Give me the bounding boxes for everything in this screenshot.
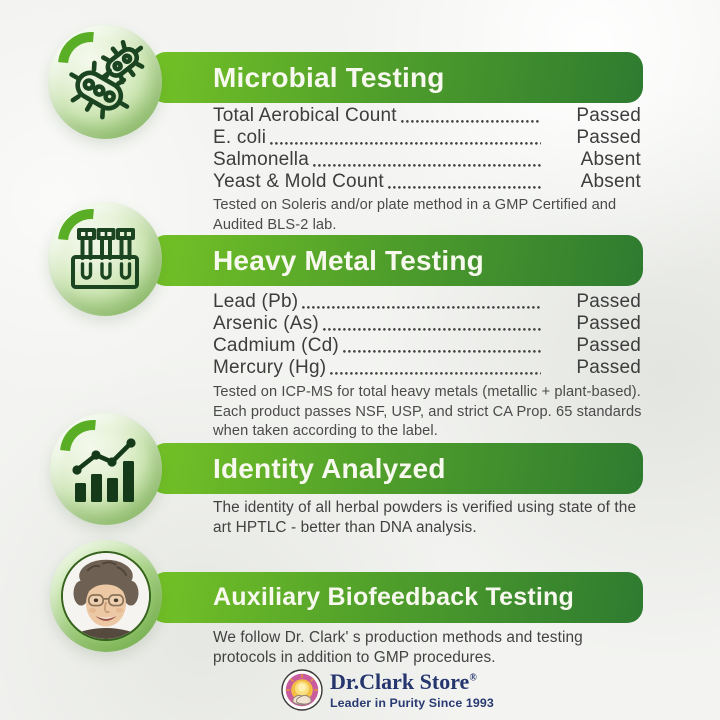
note-line: Tested on Soleris and/or plate method in… (213, 197, 617, 213)
test-row: Cadmium (Cd) Passed (213, 335, 641, 357)
heavy-metal-results: Lead (Pb) Passed Arsenic (As) Passed Cad… (213, 291, 641, 379)
section-title: Heavy Metal Testing (213, 245, 484, 276)
dotted-leader (270, 142, 541, 145)
row-value: Passed (576, 357, 641, 378)
test-row: E. coli Passed (213, 127, 641, 149)
row-value: Passed (576, 313, 641, 334)
test-row: Mercury (Hg) Passed (213, 357, 641, 379)
test-row: Yeast & Mold Count Absent (213, 171, 641, 193)
row-value: Passed (576, 105, 641, 126)
row-label: E. coli (213, 127, 267, 148)
dr-clark-portrait (61, 551, 151, 641)
row-value: Absent (580, 171, 641, 192)
dotted-leader (330, 372, 541, 375)
note-line: art HPTLC - better than DNA analysis. (213, 518, 477, 536)
dotted-leader (302, 306, 541, 309)
growth-chart-icon (72, 438, 136, 502)
row-label: Cadmium (Cd) (213, 335, 339, 356)
row-value: Passed (576, 127, 641, 148)
section-title: Auxiliary Biofeedback Testing (213, 583, 574, 611)
row-label: Arsenic (As) (213, 313, 319, 334)
row-label: Yeast & Mold Count (213, 171, 384, 192)
microbial-badge (44, 18, 162, 139)
registered-mark: ® (469, 672, 477, 684)
section-header-identity: Identity Analyzed (150, 443, 643, 494)
brand-tagline: Leader in Purity Since 1993 (330, 695, 494, 710)
brand-footer: Dr.Clark Store® Leader in Purity Since 1… (281, 669, 494, 711)
brand-name: Dr.Clark Store® (330, 668, 494, 694)
row-label: Mercury (Hg) (213, 357, 327, 378)
heavy-metal-badge (44, 195, 162, 316)
dotted-leader (387, 186, 541, 189)
note-line: when taken according to the label. (213, 423, 438, 440)
identity-badge (46, 406, 162, 525)
dotted-leader (313, 164, 541, 167)
note-line: The identity of all herbal powders is ve… (213, 499, 637, 516)
note-line: Tested on ICP-MS for total heavy metals … (213, 384, 641, 400)
row-label: Salmonella (213, 149, 309, 170)
dotted-leader (342, 350, 541, 353)
test-tubes-icon (71, 228, 139, 289)
heavy-metal-note: Tested on ICP-MS for total heavy metals … (213, 383, 642, 442)
row-value: Passed (576, 291, 641, 312)
row-label: Lead (Pb) (213, 291, 299, 312)
dr-clark-store-logo-icon (281, 669, 323, 711)
microbial-results: Total Aerobical Count Passed E. coli Pas… (213, 105, 641, 193)
section-title: Identity Analyzed (213, 453, 446, 484)
biofeedback-badge (50, 540, 162, 652)
test-row: Arsenic (As) Passed (213, 313, 641, 335)
identity-text: The identity of all herbal powders is ve… (213, 498, 636, 537)
row-value: Passed (576, 335, 641, 356)
brand-text-block: Dr.Clark Store® Leader in Purity Since 1… (330, 668, 494, 710)
biofeedback-text: We follow Dr. Clark' s production method… (213, 628, 583, 667)
section-title: Microbial Testing (213, 62, 445, 93)
row-value: Absent (580, 149, 641, 170)
test-row: Total Aerobical Count Passed (213, 105, 641, 127)
section-header-biofeedback: Auxiliary Biofeedback Testing (150, 572, 643, 623)
microbial-note: Tested on Soleris and/or plate method in… (213, 196, 616, 235)
dotted-leader (400, 120, 541, 123)
note-line: Each product passes NSF, USP, and strict… (213, 403, 642, 420)
portrait-illustration (63, 553, 149, 639)
row-label: Total Aerobical Count (213, 105, 397, 126)
test-row: Salmonella Absent (213, 149, 641, 171)
test-row: Lead (Pb) Passed (213, 291, 641, 313)
note-line: We follow Dr. Clark' s production method… (213, 629, 583, 646)
section-header-heavy-metal: Heavy Metal Testing (150, 235, 643, 286)
note-line: Audited BLS-2 lab. (213, 216, 337, 233)
bacteria-icon (69, 39, 145, 120)
dotted-leader (322, 328, 541, 331)
section-header-microbial: Microbial Testing (150, 52, 643, 103)
note-line: protocols in addition to GMP procedures. (213, 648, 496, 666)
brand-name-text: Dr.Clark Store (330, 668, 470, 694)
